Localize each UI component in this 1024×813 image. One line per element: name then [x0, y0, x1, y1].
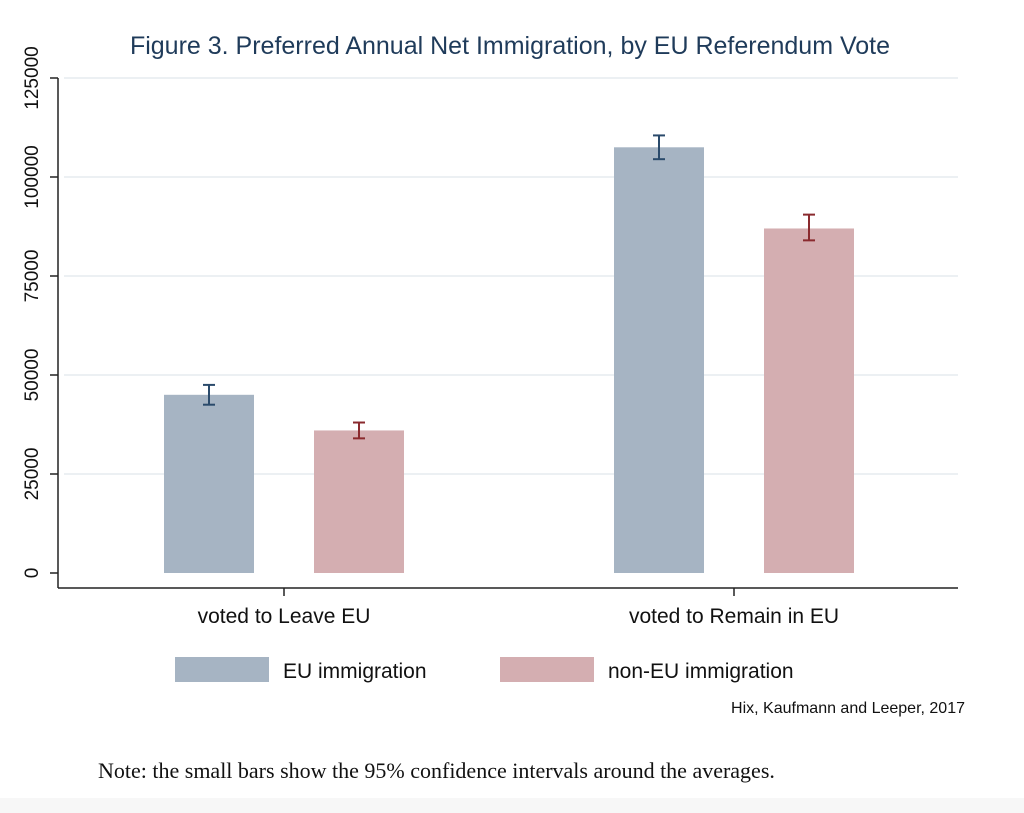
x-tick-label: voted to Leave EU	[198, 605, 371, 628]
y-tick-labels: 0 25000 50000 75000 100000 125000	[22, 46, 43, 578]
y-tick-label: 0	[22, 568, 43, 579]
footer-strip	[0, 798, 1024, 813]
bar	[614, 147, 704, 574]
legend-swatch	[175, 657, 269, 682]
bars	[164, 147, 854, 574]
legend: EU immigration non-EU immigration	[175, 657, 794, 683]
ci-whisker	[653, 134, 665, 161]
y-tick-label: 125000	[22, 46, 43, 109]
source-credit: Hix, Kaufmann and Leeper, 2017	[731, 700, 965, 717]
y-tick-label: 75000	[22, 250, 43, 303]
confidence-intervals	[203, 134, 815, 440]
y-tick-label: 100000	[22, 145, 43, 208]
note-text: Note: the small bars show the 95% confid…	[98, 758, 775, 783]
ci-whisker	[203, 383, 215, 406]
bar	[164, 394, 254, 573]
y-tick-label: 50000	[22, 349, 43, 402]
bar	[314, 430, 404, 573]
x-tick-label: voted to Remain in EU	[629, 605, 839, 628]
ci-whisker	[803, 213, 815, 242]
bar	[764, 228, 854, 574]
legend-swatch	[500, 657, 594, 682]
chart-title: Figure 3. Preferred Annual Net Immigrati…	[130, 32, 890, 60]
x-tick-labels: voted to Leave EU voted to Remain in EU	[198, 605, 839, 628]
legend-label: EU immigration	[283, 660, 427, 683]
legend-label: non-EU immigration	[608, 660, 794, 683]
ci-whisker	[353, 421, 365, 440]
axes	[50, 77, 958, 596]
y-tick-label: 25000	[22, 448, 43, 501]
